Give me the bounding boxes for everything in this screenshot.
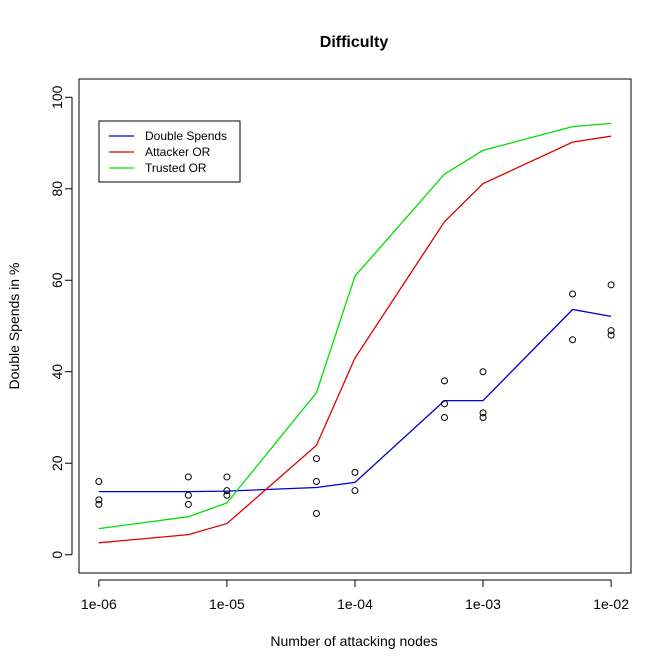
chart-title: Difficulty (320, 34, 389, 51)
x-tick-label: 1e-02 (593, 596, 629, 612)
data-point (95, 496, 103, 504)
y-tick-label: 0 (49, 551, 65, 559)
data-point (351, 468, 359, 476)
legend: Double Spends Attacker OR Trusted OR (98, 120, 241, 183)
x-axis-label: Number of attacking nodes (270, 633, 437, 649)
y-tick-label: 40 (49, 364, 65, 380)
y-axis-label: Double Spends in % (6, 263, 22, 390)
legend-label: Double Spends (145, 129, 227, 143)
data-point (351, 487, 359, 495)
data-point (607, 327, 615, 335)
data-point (223, 473, 231, 481)
series-line-trusted-or (98, 122, 612, 530)
x-tick-label: 1e-05 (209, 596, 245, 612)
data-point (184, 491, 192, 499)
data-point (607, 281, 615, 289)
x-axis: 1e-06 1e-05 1e-04 1e-03 1e-02 (81, 579, 629, 612)
data-point (440, 377, 448, 385)
y-tick-label: 60 (49, 272, 65, 288)
legend-label: Attacker OR (145, 145, 211, 159)
scatter-points (95, 281, 615, 518)
series-line-attacker-or (98, 135, 612, 544)
data-point (440, 400, 448, 408)
data-point (607, 331, 615, 339)
data-point (184, 473, 192, 481)
data-point (223, 487, 231, 495)
data-point (479, 413, 487, 421)
y-axis: 0 20 40 60 80 100 (49, 85, 73, 559)
x-tick-label: 1e-04 (337, 596, 373, 612)
x-tick-label: 1e-03 (465, 596, 501, 612)
data-point (569, 290, 577, 298)
series-line-double-spends (98, 308, 612, 493)
plot-frame (78, 78, 632, 574)
y-tick-label: 80 (49, 181, 65, 197)
data-point (184, 500, 192, 508)
data-point (312, 455, 320, 463)
series-lines (98, 122, 612, 544)
data-point (95, 478, 103, 486)
legend-label: Trusted OR (145, 161, 207, 175)
y-tick-label: 20 (49, 455, 65, 471)
data-point (440, 413, 448, 421)
data-point (569, 336, 577, 344)
x-tick-label: 1e-06 (81, 596, 117, 612)
data-point (95, 500, 103, 508)
data-point (479, 409, 487, 417)
data-point (223, 491, 231, 499)
data-point (312, 478, 320, 486)
data-point (312, 510, 320, 518)
y-tick-label: 100 (49, 85, 65, 109)
data-point (479, 368, 487, 376)
